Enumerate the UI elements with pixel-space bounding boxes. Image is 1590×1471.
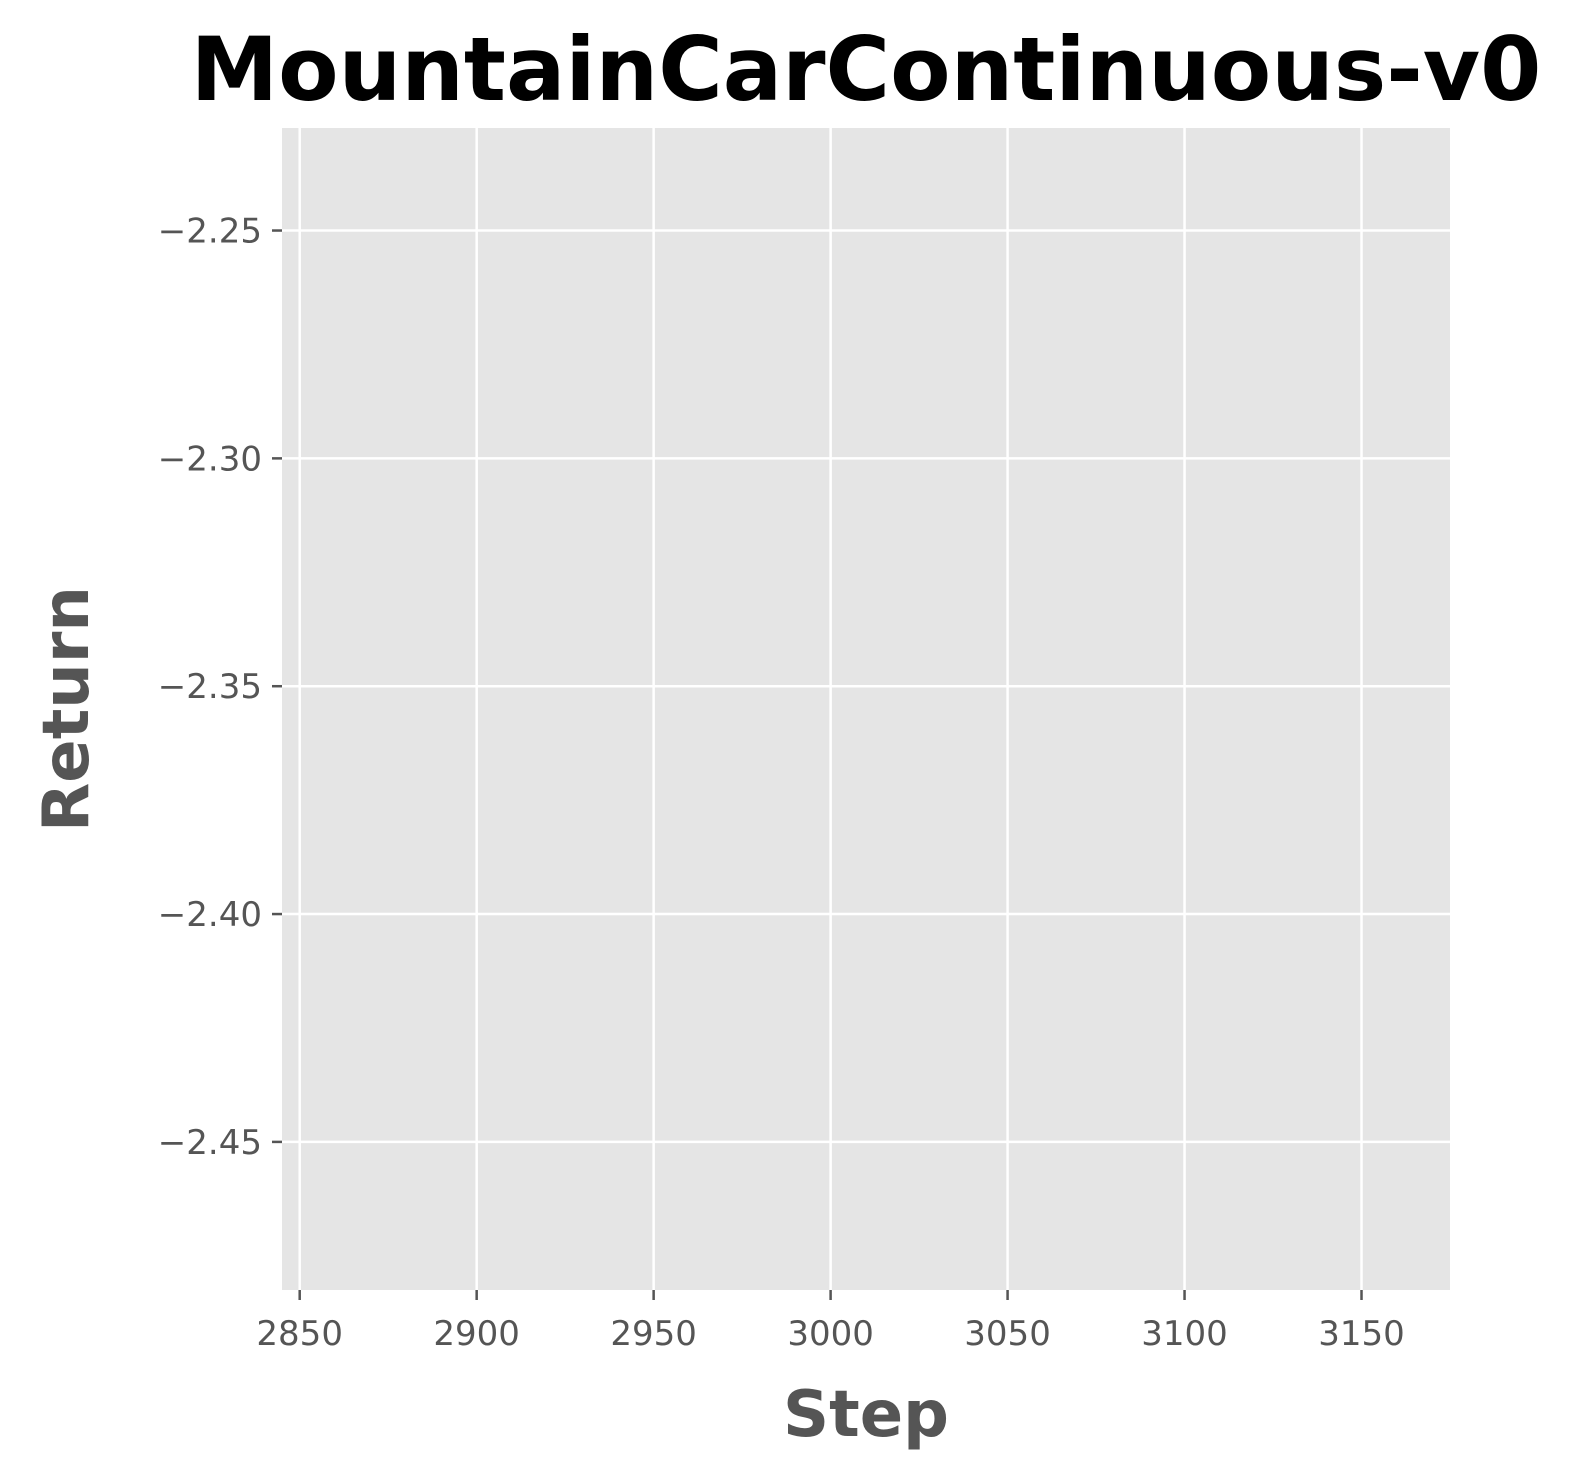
y-axis-label: Return <box>30 586 104 832</box>
y-axis-ticks: −2.25 −2.30 −2.35 −2.40 −2.45 <box>158 212 282 1163</box>
x-gridlines <box>298 128 1363 1290</box>
x-tick-label: 3150 <box>1318 1314 1405 1354</box>
y-tick-label: −2.45 <box>158 1123 262 1163</box>
y-gridlines <box>282 229 1450 1144</box>
y-tick-label: −2.25 <box>158 212 262 252</box>
x-axis-ticks: 2850 2900 2950 3000 3050 3100 3150 <box>256 1290 1405 1354</box>
x-tick-label: 3000 <box>787 1314 874 1354</box>
x-tick-label: 3100 <box>1141 1314 1228 1354</box>
y-tick-label: −2.30 <box>158 439 262 479</box>
x-axis-label: Step <box>783 1378 949 1452</box>
y-tick-label: −2.40 <box>158 895 262 935</box>
y-tick-label: −2.35 <box>158 667 262 707</box>
chart-title: MountainCarContinuous-v0 <box>191 18 1542 121</box>
x-tick-label: 2900 <box>433 1314 520 1354</box>
plot-area <box>282 128 1450 1290</box>
x-tick-label: 2950 <box>610 1314 697 1354</box>
x-tick-label: 2850 <box>256 1314 343 1354</box>
x-tick-label: 3050 <box>964 1314 1051 1354</box>
